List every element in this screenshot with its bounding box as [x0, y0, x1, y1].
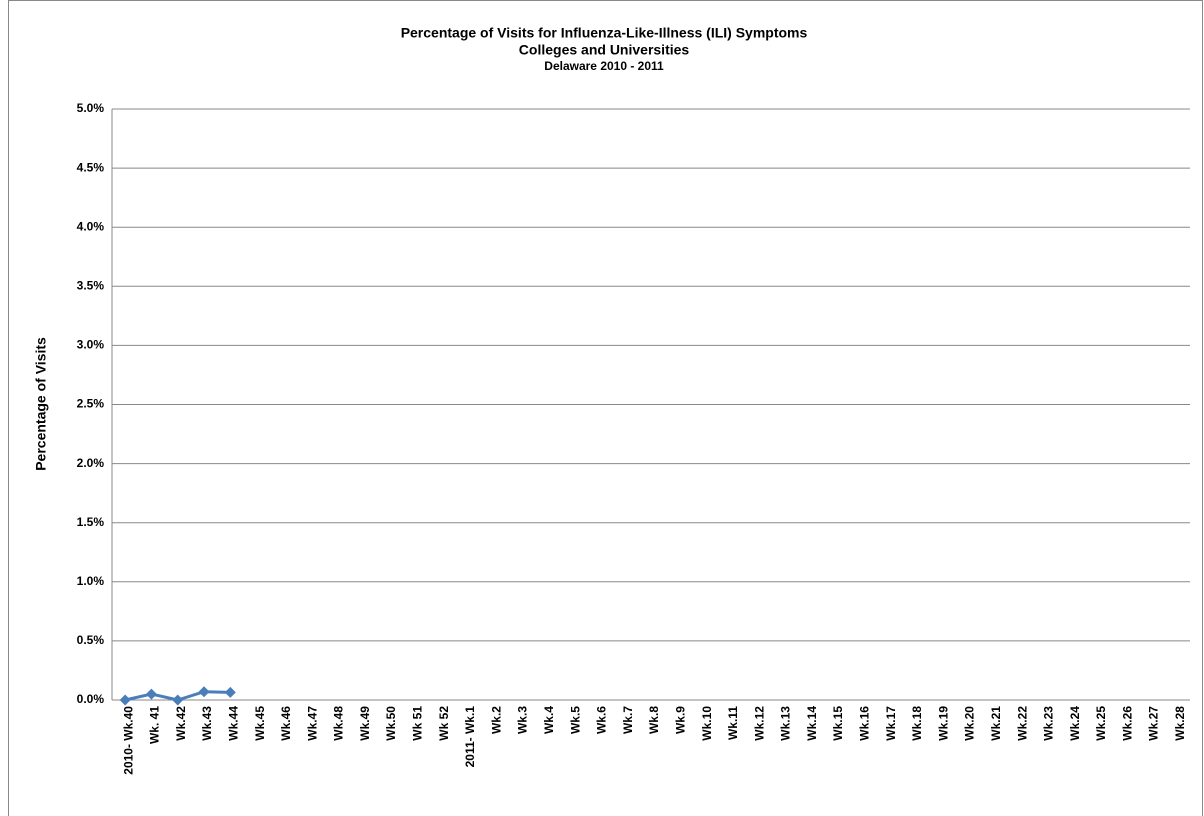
y-tick-label: 4.0%: [77, 219, 105, 233]
y-tick-label: 4.5%: [77, 160, 105, 174]
chart-subtitle: Delaware 2010 - 2011: [544, 59, 664, 73]
x-tick-label: Wk.28: [1173, 706, 1187, 741]
x-tick-label: Wk.50: [384, 706, 398, 741]
x-tick-label: Wk.46: [279, 706, 293, 741]
x-tick-label: Wk.11: [726, 706, 740, 740]
y-tick-label: 3.0%: [77, 338, 105, 352]
x-tick-label: Wk.16: [858, 706, 872, 741]
x-tick-label: Wk.17: [884, 706, 898, 741]
chart-subtitle: Colleges and Universities: [519, 42, 690, 58]
y-tick-label: 2.5%: [77, 397, 105, 411]
x-tick-label: Wk.44: [226, 706, 240, 741]
data-marker: [172, 694, 184, 706]
y-tick-label: 0.0%: [77, 692, 105, 706]
data-marker: [198, 686, 210, 698]
x-tick-label: Wk 52: [437, 706, 451, 741]
x-tick-label: Wk.10: [700, 706, 714, 741]
y-tick-label: 3.5%: [77, 278, 105, 292]
data-marker: [119, 694, 131, 706]
x-tick-label: Wk.23: [1042, 706, 1056, 741]
chart-title: Percentage of Visits for Influenza-Like-…: [401, 25, 808, 41]
x-tick-label: Wk.8: [647, 706, 661, 734]
y-tick-label: 2.0%: [77, 456, 105, 470]
y-tick-label: 1.0%: [77, 574, 105, 588]
x-tick-label: Wk.27: [1147, 706, 1161, 741]
x-tick-label: 2011- Wk.1: [463, 706, 477, 768]
x-tick-label: Wk.48: [332, 706, 346, 741]
x-tick-label: Wk.42: [174, 706, 188, 741]
x-tick-label: Wk.47: [305, 706, 319, 741]
x-tick-label: Wk.15: [831, 706, 845, 741]
x-tick-label: Wk.13: [779, 706, 793, 741]
chart-frame: [8, 0, 1203, 816]
y-axis-label: Percentage of Visits: [33, 337, 49, 471]
y-tick-label: 5.0%: [77, 101, 105, 115]
x-tick-label: Wk 51: [411, 706, 425, 741]
x-tick-label: Wk.21: [989, 706, 1003, 741]
x-tick-label: Wk.2: [489, 706, 503, 734]
x-tick-label: Wk.49: [358, 706, 372, 741]
x-tick-label: Wk.25: [1094, 706, 1108, 741]
x-tick-label: Wk.45: [253, 706, 267, 741]
data-marker: [145, 688, 157, 700]
x-tick-label: Wk.43: [200, 706, 214, 741]
x-tick-label: Wk.4: [542, 706, 556, 734]
x-tick-label: Wk. 41: [148, 706, 162, 744]
x-tick-label: Wk.19: [936, 706, 950, 741]
x-tick-label: 2010- Wk.40: [121, 706, 135, 775]
x-tick-label: Wk.22: [1015, 706, 1029, 741]
y-tick-label: 1.5%: [77, 515, 105, 529]
x-tick-label: Wk.20: [963, 706, 977, 741]
x-tick-label: Wk.6: [595, 706, 609, 734]
x-tick-label: Wk.3: [516, 706, 530, 734]
x-tick-label: Wk.18: [910, 706, 924, 741]
x-tick-label: Wk.7: [621, 706, 635, 734]
x-tick-label: Wk.12: [752, 706, 766, 741]
x-tick-label: Wk.5: [568, 706, 582, 734]
x-tick-label: Wk.26: [1120, 706, 1134, 741]
y-tick-label: 0.5%: [77, 633, 105, 647]
x-tick-label: Wk.24: [1068, 706, 1082, 741]
data-marker: [224, 686, 236, 698]
x-tick-label: Wk.14: [805, 706, 819, 741]
x-tick-label: Wk.9: [673, 706, 687, 734]
